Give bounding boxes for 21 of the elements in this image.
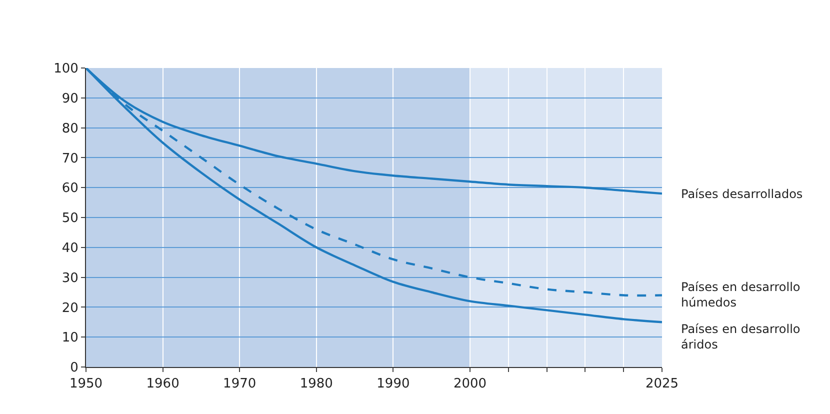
y-tick-label: 10: [62, 330, 78, 346]
x-tick-label: 1950: [69, 376, 103, 392]
y-tick-label: 100: [54, 62, 78, 77]
x-tick-label: 1970: [223, 376, 256, 392]
series-label: Países en desarrollo áridos: [681, 322, 800, 352]
y-tick-label: 40: [62, 240, 78, 256]
x-tick-label: 1980: [300, 376, 333, 392]
y-tick-label: 70: [62, 151, 78, 166]
x-tick-label: 1960: [146, 376, 180, 392]
y-tick-label: 50: [62, 211, 78, 226]
series-label: Países desarrollados: [681, 187, 803, 201]
x-tick-label: 1990: [376, 376, 410, 392]
y-tick-label: 60: [62, 181, 78, 196]
series-label: Países en desarrollo húmedos: [681, 280, 800, 310]
y-tick-label: 90: [62, 91, 78, 106]
y-tick-label: 80: [62, 121, 78, 136]
y-tick-label: 20: [62, 300, 78, 316]
y-tick-label: 30: [62, 270, 78, 286]
x-tick-label: 2000: [453, 376, 487, 392]
x-tick-label: 2025: [645, 376, 679, 392]
y-tick-label: 0: [70, 360, 78, 376]
